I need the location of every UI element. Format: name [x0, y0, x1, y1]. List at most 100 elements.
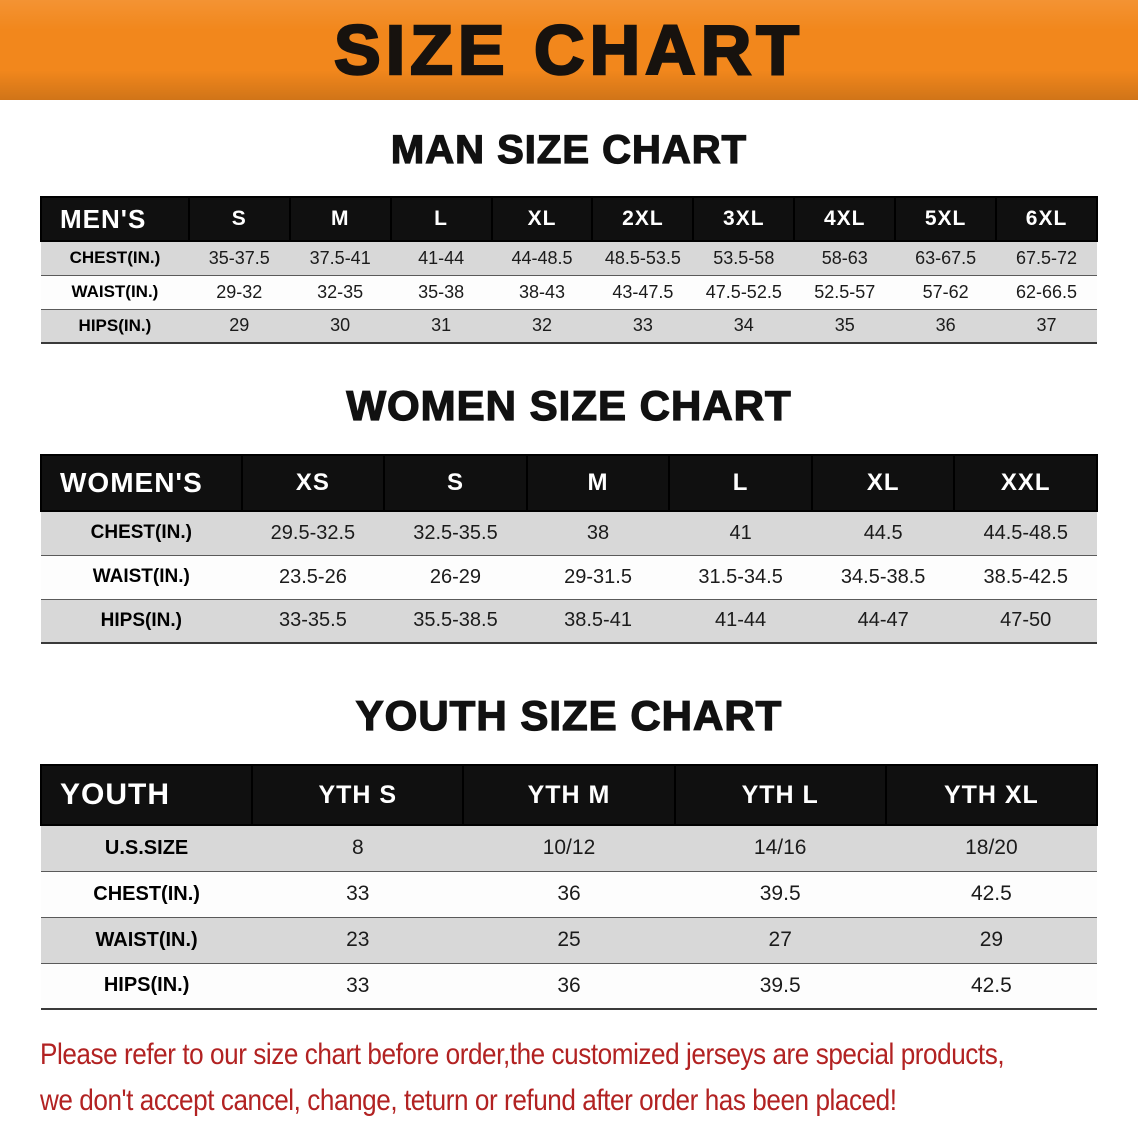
row-label: HIPS(IN.) — [41, 598, 242, 644]
size-value: 32 — [491, 308, 593, 344]
size-value: 52.5-57 — [794, 274, 896, 309]
size-value: 57-62 — [895, 274, 997, 309]
size-value: 39.5 — [674, 962, 886, 1010]
size-column-header: XXL — [953, 454, 1098, 512]
size-value: 34.5-38.5 — [811, 554, 955, 599]
size-value: 44-48.5 — [491, 240, 593, 275]
size-value: 33 — [592, 308, 694, 344]
table-corner-label: MEN'S — [40, 196, 190, 242]
size-value: 67.5-72 — [996, 240, 1097, 275]
measurement-row: WAIST(IN.) 23 25 27 29 — [41, 916, 1097, 963]
size-header-row: WOMEN'S XS S M L XL XXL — [40, 454, 1098, 512]
size-value: 44-47 — [811, 598, 955, 644]
size-value: 8 — [252, 824, 464, 871]
size-value: 36 — [463, 962, 675, 1010]
size-value: 35 — [794, 308, 896, 344]
size-value: 38 — [526, 510, 670, 555]
row-label: CHEST(IN.) — [41, 870, 253, 917]
table-corner-label: WOMEN'S — [40, 454, 243, 512]
measurement-row: CHEST(IN.) 33 36 39.5 42.5 — [41, 870, 1097, 917]
size-value: 41 — [669, 510, 812, 555]
size-value: 34 — [693, 308, 795, 344]
measurement-row: CHEST(IN.) 29.5-32.5 32.5-35.5 38 41 44.5 44.5… — [41, 510, 1097, 555]
size-column-header: L — [389, 196, 493, 242]
measurement-row: U.S.SIZE 8 10/12 14/16 18/20 — [41, 824, 1097, 871]
size-value: 29 — [188, 308, 290, 344]
size-value: 23.5-26 — [241, 554, 385, 599]
size-value: 63-67.5 — [895, 240, 997, 275]
measurement-row: CHEST(IN.) 35-37.5 37.5-41 41-44 44-48.5 48.5… — [41, 240, 1097, 275]
youth-size-section: YOUTH SIZE CHART YOUTH YTH S YTH M YTH L YTH… — [0, 690, 1138, 1010]
size-column-header: S — [187, 196, 291, 242]
size-value: 38.5-42.5 — [954, 554, 1097, 599]
order-policy-note: Please refer to our size chart before or… — [40, 1032, 1138, 1124]
row-label: CHEST(IN.) — [41, 240, 189, 275]
youth-chart-heading: YOUTH SIZE CHART — [355, 691, 783, 739]
size-value: 31.5-34.5 — [669, 554, 812, 599]
size-value: 47-50 — [954, 598, 1097, 644]
page-title: SIZE CHART — [333, 10, 804, 91]
measurement-row: HIPS(IN.) 29 30 31 32 33 34 35 36 37 — [41, 308, 1097, 344]
size-column-header: YTH XL — [884, 764, 1099, 826]
size-value: 33-35.5 — [241, 598, 385, 644]
size-value: 39.5 — [674, 870, 886, 917]
size-value: 36 — [463, 870, 675, 917]
size-value: 10/12 — [463, 824, 675, 871]
size-value: 14/16 — [674, 824, 886, 871]
size-column-header: M — [525, 454, 671, 512]
size-value: 37.5-41 — [289, 240, 391, 275]
size-value: 30 — [289, 308, 391, 344]
size-header-row: YOUTH YTH S YTH M YTH L YTH XL — [39, 764, 1099, 826]
measurement-row: HIPS(IN.) 33-35.5 35.5-38.5 38.5-41 41-44 44-… — [41, 598, 1097, 644]
size-value: 44.5-48.5 — [954, 510, 1097, 555]
row-label: HIPS(IN.) — [41, 962, 253, 1010]
size-value: 38.5-41 — [526, 598, 670, 644]
row-label: U.S.SIZE — [41, 824, 253, 871]
size-column-header: YTH M — [462, 764, 676, 826]
size-value: 29-32 — [188, 274, 290, 309]
row-label: WAIST(IN.) — [41, 274, 189, 309]
size-column-header: 6XL — [995, 196, 1098, 242]
size-value: 38-43 — [491, 274, 593, 309]
size-column-header: M — [288, 196, 392, 242]
size-value: 47.5-52.5 — [693, 274, 795, 309]
women-size-section: WOMEN SIZE CHART WOMEN'S XS S M L XL XXL CHEST(… — [0, 380, 1138, 644]
measurement-row: WAIST(IN.) 23.5-26 26-29 29-31.5 31.5-34.5 34… — [41, 554, 1097, 599]
youth-size-table: YOUTH YTH S YTH M YTH L YTH XL U.S.SIZE 8 10/12… — [39, 764, 1099, 1010]
row-label: WAIST(IN.) — [41, 554, 242, 599]
size-header-row: MEN'S S M L XL 2XL 3XL 4XL 5XL 6XL — [40, 196, 1098, 242]
size-value: 37 — [996, 308, 1097, 344]
size-column-header: 3XL — [692, 196, 796, 242]
size-value: 42.5 — [885, 870, 1097, 917]
size-value: 18/20 — [885, 824, 1097, 871]
size-column-header: S — [383, 454, 528, 512]
size-value: 23 — [252, 916, 464, 963]
size-column-header: YTH L — [673, 764, 887, 826]
women-size-table: WOMEN'S XS S M L XL XXL CHEST(IN.) 29.5-32.5 32.5… — [40, 454, 1098, 644]
size-value: 32-35 — [289, 274, 391, 309]
row-label: WAIST(IN.) — [41, 916, 253, 963]
size-value: 41-44 — [390, 240, 492, 275]
size-column-header: 2XL — [591, 196, 695, 242]
size-value: 35-37.5 — [188, 240, 290, 275]
measurement-row: WAIST(IN.) 29-32 32-35 35-38 38-43 43-47.5 47.… — [41, 274, 1097, 309]
size-value: 58-63 — [794, 240, 896, 275]
size-value: 44.5 — [811, 510, 955, 555]
size-value: 31 — [390, 308, 492, 344]
order-policy-line1: Please refer to our size chart before or… — [40, 1038, 1005, 1071]
row-label: CHEST(IN.) — [41, 510, 242, 555]
size-value: 36 — [895, 308, 997, 344]
size-value: 48.5-53.5 — [592, 240, 694, 275]
size-value: 33 — [252, 962, 464, 1010]
size-column-header: XL — [810, 454, 956, 512]
men-size-table: MEN'S S M L XL 2XL 3XL 4XL 5XL 6XL CHEST(IN.) 35-37… — [40, 196, 1098, 344]
size-value: 35-38 — [390, 274, 492, 309]
men-chart-heading: MAN SIZE CHART — [390, 127, 748, 172]
size-value: 53.5-58 — [693, 240, 795, 275]
size-column-header: XL — [490, 196, 594, 242]
men-size-section: MAN SIZE CHART MEN'S S M L XL 2XL 3XL 4XL 5XL 6XL… — [0, 126, 1138, 344]
title-banner: SIZE CHART — [0, 0, 1138, 100]
table-corner-label: YOUTH — [39, 764, 254, 826]
size-value: 27 — [674, 916, 886, 963]
measurement-row: HIPS(IN.) 33 36 39.5 42.5 — [41, 962, 1097, 1010]
